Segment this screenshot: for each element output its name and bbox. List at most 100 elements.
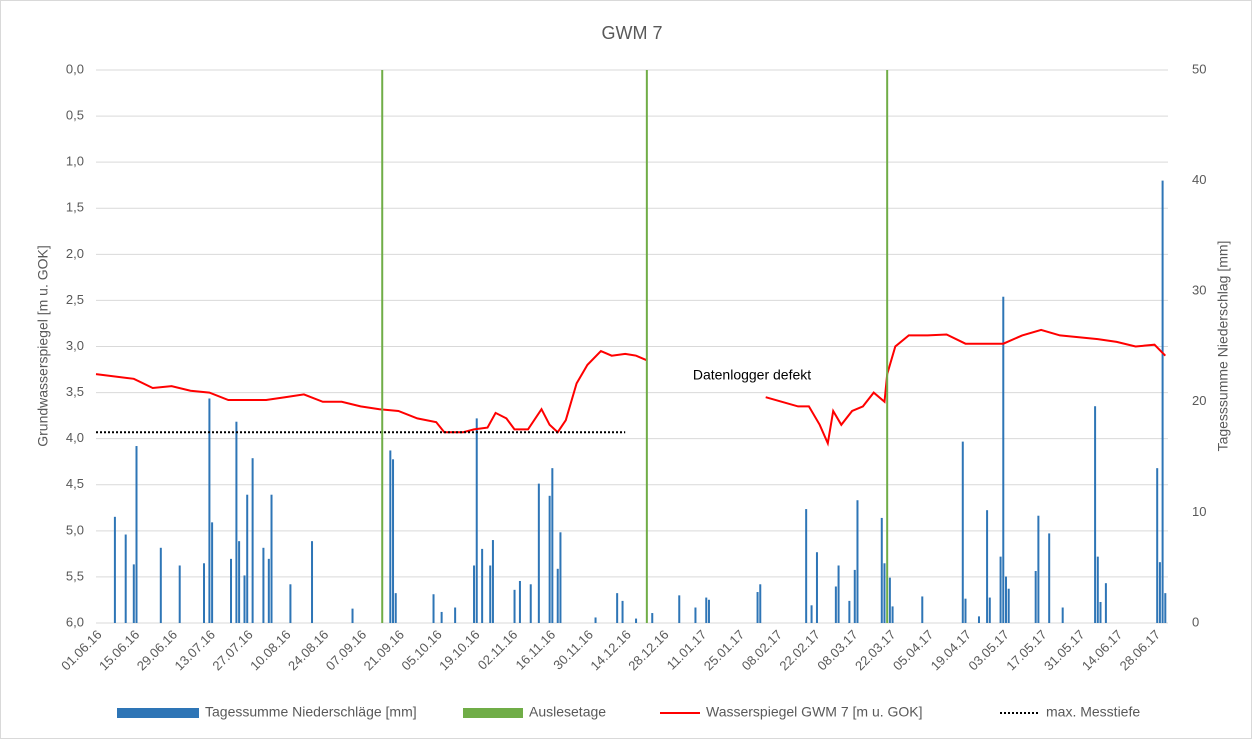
rain-bar xyxy=(262,547,265,623)
rain-bar xyxy=(999,556,1002,623)
rain-bar xyxy=(475,418,478,623)
rain-bar xyxy=(289,584,292,623)
y-tick-label: 1,5 xyxy=(66,200,84,215)
rain-bar xyxy=(513,589,516,623)
rain-bar xyxy=(853,569,856,623)
legend-swatch xyxy=(463,708,523,718)
y-tick-label: 4,5 xyxy=(66,476,84,491)
rain-bar xyxy=(805,509,808,623)
y-axis-title: Grundwasserspiegel [m u. GOK] xyxy=(35,245,51,447)
rain-bar xyxy=(1004,576,1007,623)
rain-bar xyxy=(707,599,710,623)
rain-bar xyxy=(481,548,484,623)
rain-bar xyxy=(834,586,837,623)
y2-tick-label: 50 xyxy=(1192,61,1206,76)
rain-bar xyxy=(883,563,886,623)
rain-bar xyxy=(988,597,991,623)
rain-bar xyxy=(251,458,254,623)
rain-bar xyxy=(389,450,392,623)
rain-bar xyxy=(1037,515,1040,623)
rain-bar xyxy=(518,580,521,623)
rain-bar xyxy=(529,584,532,623)
rain-bar xyxy=(880,517,883,623)
rain-bar xyxy=(810,605,813,623)
rain-bar xyxy=(1034,571,1037,623)
rain-bar xyxy=(311,541,314,623)
legend-label: Wasserspiegel GWM 7 [m u. GOK] xyxy=(706,704,923,720)
y-tick-label: 5,0 xyxy=(66,522,84,537)
rain-bar xyxy=(1002,296,1005,623)
rain-bar xyxy=(211,522,214,623)
rain-bar xyxy=(1164,593,1167,623)
rain-bar xyxy=(921,596,924,623)
y2-axis-title: Tagesssumme Niederschlag [mm] xyxy=(1215,241,1231,452)
y-tick-label: 3,0 xyxy=(66,338,84,353)
y-tick-label: 2,0 xyxy=(66,246,84,261)
rain-bar xyxy=(856,500,859,623)
rain-bar xyxy=(351,608,354,623)
y-tick-label: 2,5 xyxy=(66,292,84,307)
y-tick-label: 5,5 xyxy=(66,568,84,583)
y-tick-label: 0,5 xyxy=(66,108,84,123)
rain-bar xyxy=(537,483,540,623)
y-tick-label: 6,0 xyxy=(66,614,84,629)
annotation: Datenlogger defekt xyxy=(693,367,811,383)
rain-bar xyxy=(270,494,273,623)
rain-bar xyxy=(1061,607,1064,623)
rain-bar xyxy=(678,595,681,623)
rain-bar xyxy=(705,597,708,623)
rain-bar xyxy=(243,575,246,623)
rain-bar xyxy=(964,598,967,623)
rain-bar xyxy=(848,600,851,623)
legend-label: max. Messtiefe xyxy=(1046,704,1140,720)
chart-title: GWM 7 xyxy=(602,23,663,43)
y2-tick-label: 10 xyxy=(1192,504,1206,519)
rain-bar xyxy=(235,421,238,623)
rain-bar xyxy=(694,607,697,623)
rain-bar xyxy=(454,607,457,623)
rain-bar xyxy=(837,565,840,623)
rain-bar xyxy=(756,592,759,623)
rain-bar xyxy=(432,594,435,623)
rain-bar xyxy=(1007,588,1010,623)
rain-bar xyxy=(473,565,476,623)
rain-bar xyxy=(1161,180,1164,623)
rain-bar xyxy=(267,558,270,623)
y-tick-label: 1,0 xyxy=(66,154,84,169)
y2-tick-label: 30 xyxy=(1192,283,1206,298)
rain-bar xyxy=(113,516,116,623)
rain-bar xyxy=(759,584,762,623)
rain-bar xyxy=(635,618,638,623)
legend-swatch xyxy=(117,708,199,718)
rain-bar xyxy=(394,593,397,623)
legend-label: Tagessumme Niederschläge [mm] xyxy=(205,704,417,720)
rain-bar xyxy=(230,558,233,623)
rain-bar xyxy=(977,616,980,623)
rain-bar xyxy=(159,547,162,623)
rain-bar xyxy=(616,593,619,623)
rain-bar xyxy=(621,600,624,623)
y2-tick-label: 20 xyxy=(1192,393,1206,408)
rain-bar xyxy=(208,398,211,623)
rain-bar xyxy=(651,613,654,623)
rain-bar xyxy=(594,617,597,623)
rain-bar xyxy=(888,577,891,623)
rain-bar xyxy=(1156,468,1159,623)
rain-bar xyxy=(124,534,127,623)
rain-bar xyxy=(961,441,964,623)
rain-bar xyxy=(440,611,443,623)
rain-bar xyxy=(1048,533,1051,623)
y-tick-label: 4,0 xyxy=(66,430,84,445)
rain-bar xyxy=(489,565,492,623)
rain-bar xyxy=(559,532,562,623)
rain-bar xyxy=(203,563,206,623)
rain-bar xyxy=(392,459,395,623)
rain-bar xyxy=(891,606,894,623)
rain-bar xyxy=(491,540,494,623)
rain-bar xyxy=(551,468,554,623)
rain-bar xyxy=(238,541,241,623)
y2-tick-label: 40 xyxy=(1192,172,1206,187)
rain-bar xyxy=(1158,562,1161,623)
